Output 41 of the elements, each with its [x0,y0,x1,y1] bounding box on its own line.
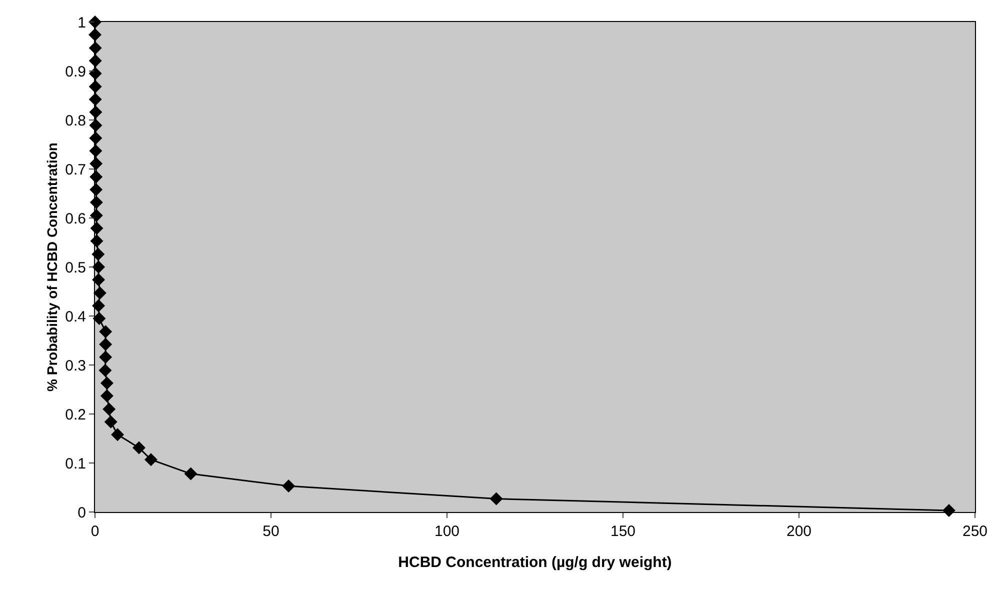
y-axis-title: % Probability of HCBD Concentration [44,142,60,392]
y-tick-label: 0.6 [65,210,86,228]
point [90,222,104,235]
y-tick-label: 0.3 [65,357,86,374]
x-tick-label: 0 [90,523,100,540]
point [99,325,112,338]
y-tick-label: 0.8 [65,112,86,130]
y-tick-label: 0.9 [65,63,86,80]
x-tick-label: 100 [434,523,460,540]
point [282,480,296,493]
y-tick-label: 0.7 [65,161,86,178]
point [90,234,104,248]
point [100,389,114,402]
point [99,350,112,364]
point [490,492,503,506]
x-tick-label: 50 [262,523,280,540]
x-tick-label: 200 [786,523,812,540]
y-tick-label: 0.5 [65,259,86,276]
point [100,376,114,390]
point [92,248,105,261]
x-tick-label: 150 [610,523,636,540]
point [92,299,106,312]
point [184,467,198,480]
point [93,286,106,300]
y-tick-label: 0.2 [65,406,86,424]
point [92,312,106,325]
y-tick-label: 0.1 [65,455,86,472]
point [111,428,124,442]
point [98,364,112,377]
y-tick-label: 0 [78,504,86,522]
x-axis-title: HCBD Concentration (µg/g dry weight) [398,554,672,571]
point [99,338,112,351]
x-tick-label: 250 [962,523,988,540]
point [102,402,116,416]
y-tick-label: 1 [78,14,86,32]
y-tick-label: 0.4 [65,308,86,326]
point [92,273,106,286]
point [132,441,146,454]
point [92,260,106,274]
point [104,415,118,428]
point [144,453,158,466]
